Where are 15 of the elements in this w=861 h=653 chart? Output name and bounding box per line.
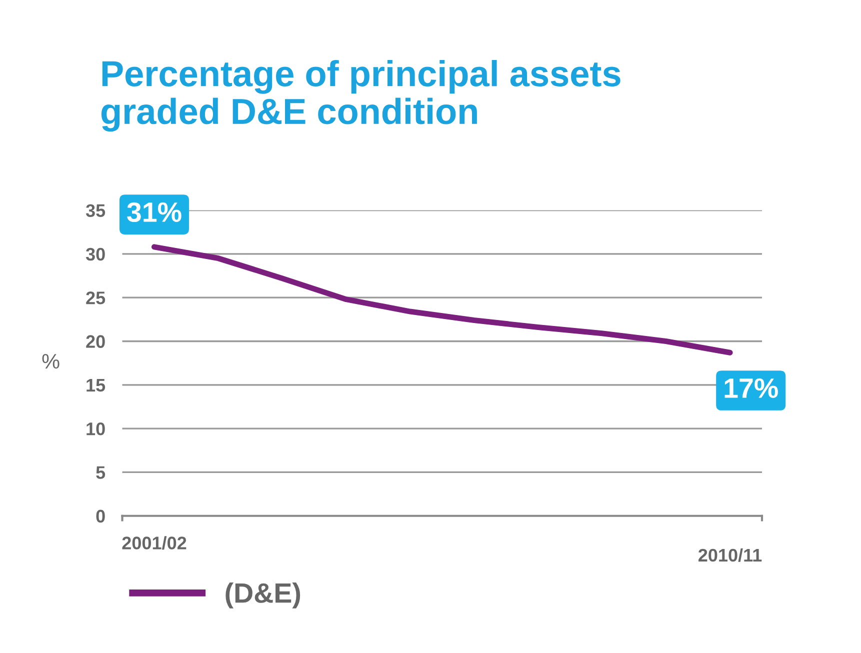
y-tick-label: 35 xyxy=(86,204,106,218)
y-tick-label: 15 xyxy=(86,379,106,392)
y-tick-label: 20 xyxy=(86,335,105,348)
y-tick-label: 30 xyxy=(86,248,105,261)
y-tick-label: 25 xyxy=(86,292,106,304)
y-tick-label: 0 xyxy=(96,510,105,523)
annotation: 17% xyxy=(724,378,778,398)
y-axis-title: % xyxy=(42,354,60,369)
y-tick-label: 5 xyxy=(96,466,106,479)
y-tick-label: 10 xyxy=(86,422,105,436)
chart-title: Percentage of principal assets graded D&E condition xyxy=(101,60,620,132)
x-tick-label: 2010/11 xyxy=(698,548,762,562)
x-tick-label: 2001/02 xyxy=(122,536,186,550)
legend-label: (D&E) xyxy=(226,582,300,608)
annotation: 31% xyxy=(127,202,182,222)
